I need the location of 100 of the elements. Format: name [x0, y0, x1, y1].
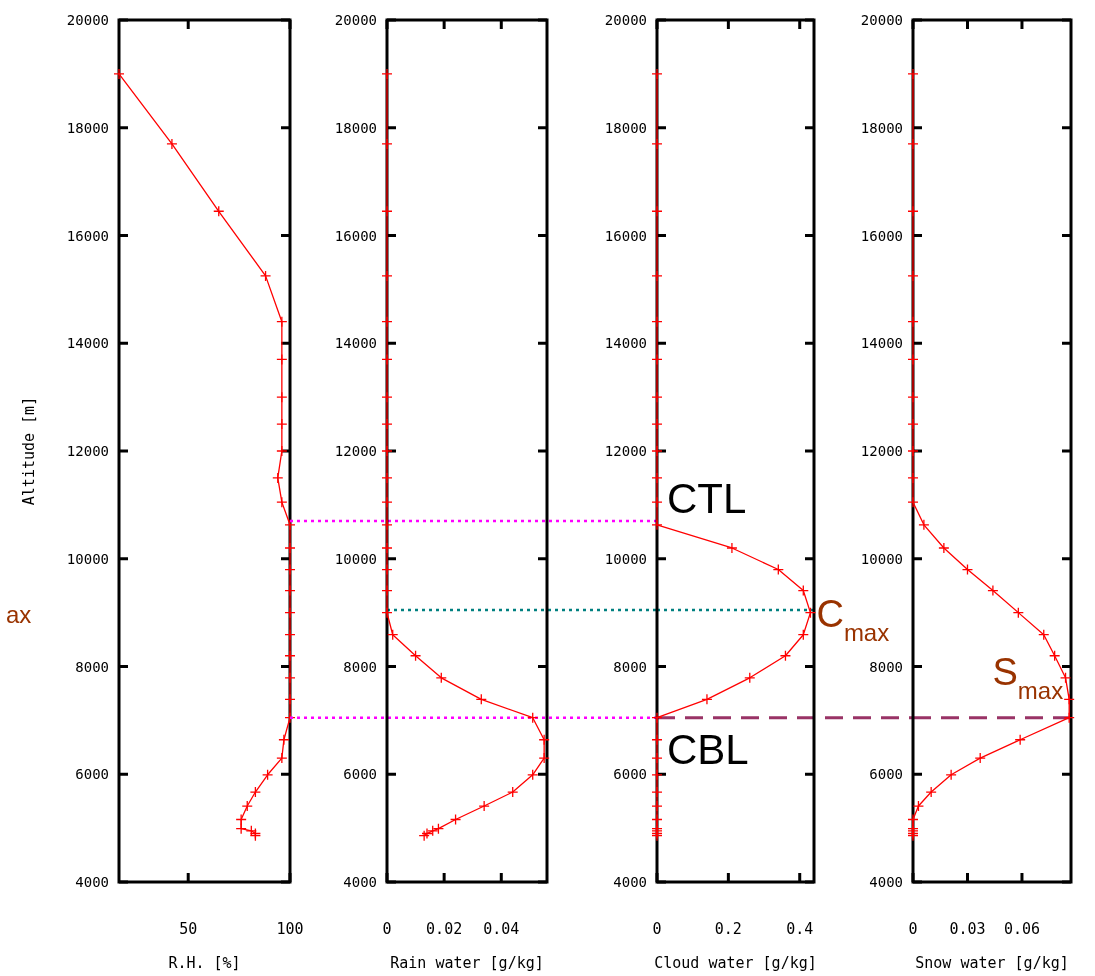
point [651, 418, 663, 430]
point [918, 519, 930, 531]
point [278, 734, 290, 746]
y-tick-label: 4000 [343, 874, 377, 890]
y-tick-label: 12000 [860, 443, 903, 459]
annotation: C$_{max}$ [816, 592, 890, 646]
point [651, 205, 663, 217]
point [726, 542, 738, 554]
point [651, 712, 663, 724]
point [907, 418, 919, 430]
point [907, 353, 919, 366]
point [284, 672, 296, 684]
y-tick-label: 16000 [66, 227, 109, 244]
annotation: CBL [667, 725, 749, 773]
y-tick-label: 12000 [334, 443, 377, 459]
point [925, 786, 937, 798]
y-tick-label: 20000 [66, 12, 109, 28]
y-tick-label: 18000 [860, 119, 903, 136]
point [797, 584, 809, 597]
y-tick-label: 6000 [869, 766, 903, 783]
point [651, 138, 663, 150]
point [651, 752, 663, 764]
y-tick-label: 12000 [66, 443, 109, 459]
point [478, 800, 490, 812]
point [276, 316, 288, 328]
y-tick-label: 6000 [343, 766, 377, 783]
point [907, 68, 919, 80]
point [381, 138, 393, 150]
point [276, 752, 288, 764]
point [1059, 672, 1072, 684]
y-tick-label: 10000 [860, 550, 903, 567]
point [907, 270, 919, 282]
point [381, 519, 393, 531]
x-tick-label: 0.03 [949, 920, 986, 938]
point [249, 786, 262, 798]
x-tick-label: 0.4 [786, 920, 814, 938]
y-tick-label: 10000 [604, 550, 647, 567]
point [284, 584, 296, 597]
point [961, 563, 974, 576]
point [475, 693, 487, 706]
point [938, 542, 950, 554]
x-tick-label: 100 [276, 920, 304, 938]
x-axis-title: Rain water [g/kg] [390, 954, 544, 972]
annotation: CTL [667, 474, 747, 522]
x-tick-label: 0.06 [1003, 920, 1041, 938]
y-tick-label: 4000 [869, 874, 903, 890]
point [113, 68, 125, 80]
point [538, 752, 550, 764]
point [449, 813, 462, 826]
point [907, 316, 919, 328]
point [907, 391, 919, 403]
point [907, 496, 919, 508]
point [651, 786, 663, 798]
point [284, 650, 296, 662]
point [284, 563, 296, 576]
point [381, 496, 393, 508]
point [797, 629, 809, 641]
point [381, 68, 393, 80]
point [381, 418, 393, 430]
point [1063, 712, 1075, 724]
y-tick-label: 8000 [869, 658, 903, 675]
x-axis-title: Cloud water [g/kg] [654, 954, 817, 972]
y-tick-label: 4000 [75, 874, 109, 890]
y-tick-label: 8000 [75, 658, 109, 675]
point [381, 316, 393, 328]
point [381, 205, 393, 217]
point [907, 813, 919, 826]
point [804, 606, 817, 619]
x-tick-label: 0 [652, 920, 662, 938]
point [261, 769, 274, 781]
point [381, 445, 393, 457]
y-tick-label: 20000 [604, 12, 647, 28]
point [701, 693, 713, 706]
y-tick-label: 14000 [334, 335, 377, 352]
point [987, 584, 999, 597]
y-tick-label: 6000 [75, 766, 109, 783]
point [651, 270, 663, 282]
y-tick-label: 14000 [860, 335, 903, 352]
y-tick-label: 6000 [613, 766, 647, 783]
point [1038, 629, 1050, 641]
x-axis-title: Snow water [g/kg] [915, 954, 1069, 972]
y-tick-label: 14000 [604, 335, 647, 352]
point [651, 353, 663, 366]
point [1049, 650, 1061, 662]
point [381, 542, 393, 554]
point [651, 445, 663, 457]
point [907, 138, 919, 150]
text: ax [6, 600, 32, 628]
point [276, 496, 288, 508]
point [651, 519, 663, 531]
point [651, 813, 663, 826]
point [651, 472, 663, 484]
point [907, 205, 919, 217]
point [284, 519, 296, 531]
point [651, 769, 663, 781]
x-tick-label: 0.04 [483, 920, 520, 938]
x-tick-label: 50 [179, 920, 198, 938]
y-axis-title: Altitude [m] [20, 396, 38, 506]
point [387, 629, 399, 641]
point [235, 823, 247, 835]
